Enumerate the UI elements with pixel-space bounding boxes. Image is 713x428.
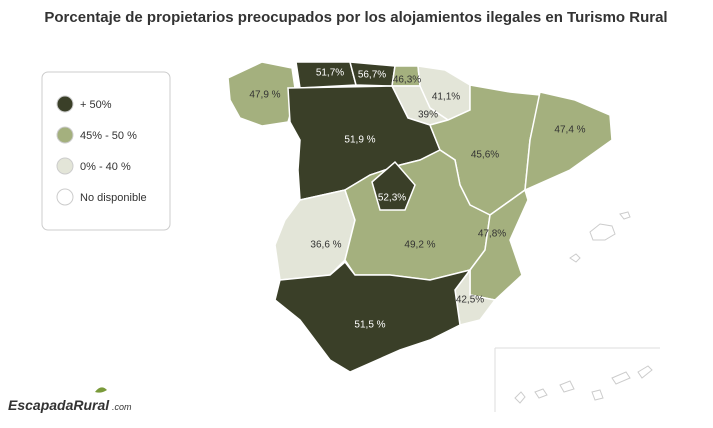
legend-label: 45% - 50 % xyxy=(80,130,137,142)
region xyxy=(524,91,613,192)
region-label: 41,1% xyxy=(432,92,460,103)
region-label: 49,2 % xyxy=(404,240,435,251)
region xyxy=(274,260,472,373)
region-label: 47,8% xyxy=(478,229,506,240)
region-label: 56,7% xyxy=(358,70,386,81)
legend-box xyxy=(41,71,171,231)
region-label: 36,6 % xyxy=(310,240,341,251)
region-label: 42,5% xyxy=(456,295,484,306)
region xyxy=(227,61,297,127)
region-label: 47,4 % xyxy=(554,125,585,136)
region xyxy=(371,160,416,211)
region-label: 45,6% xyxy=(471,150,499,161)
logo-leaf xyxy=(95,387,107,393)
region xyxy=(469,188,529,301)
region-label: 51,5 % xyxy=(354,320,385,331)
legend-swatch xyxy=(56,157,74,175)
region-label: 46,3% xyxy=(393,75,421,86)
regions: 47,9 % 51,7% 56,7% 46,3% 41,1% 39% 51,9 % 45,6%… xyxy=(227,61,613,373)
logo-name: EscapadaRural xyxy=(8,397,110,413)
region-label: 47,9 % xyxy=(249,90,280,101)
legend-label: + 50% xyxy=(80,99,112,111)
region-label: 52,3% xyxy=(378,193,406,204)
legend-swatch xyxy=(56,188,74,206)
legend-label: No disponible xyxy=(80,192,147,204)
legend-label: 0% - 40 % xyxy=(80,161,131,173)
islands xyxy=(494,211,660,412)
region-label: 51,9 % xyxy=(344,135,375,146)
title: Porcentaje de propietarios preocupados p… xyxy=(44,9,667,26)
region-label: 51,7% xyxy=(316,68,344,79)
logo-suffix: .com xyxy=(112,402,132,412)
legend-swatch xyxy=(56,126,74,144)
region-label: 39% xyxy=(418,110,438,121)
legend-swatch xyxy=(56,95,74,113)
